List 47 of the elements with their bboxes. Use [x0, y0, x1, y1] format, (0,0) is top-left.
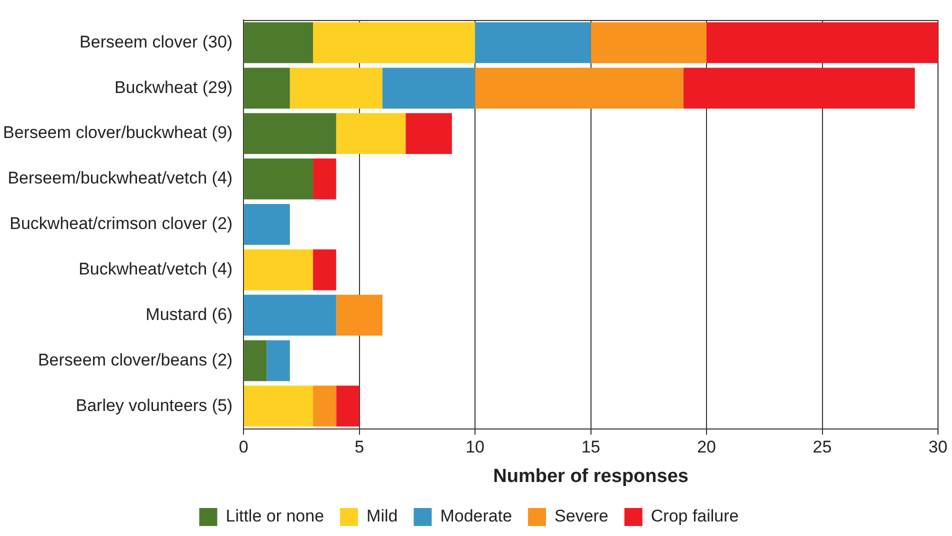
y-tick-label: Berseem clover (30) [80, 32, 233, 52]
legend-label: Mild [366, 506, 398, 526]
bar [290, 68, 382, 109]
bar [244, 294, 336, 336]
bar [382, 68, 476, 109]
y-tick-label: Buckwheat/vetch (4) [78, 260, 233, 279]
bar [244, 158, 314, 200]
bar [313, 249, 336, 290]
legend-label: Little or none [226, 506, 324, 526]
bar [313, 22, 476, 64]
y-tick-label: Berseem clover/beans (2) [38, 350, 233, 370]
bar [244, 68, 290, 109]
y-tick-label: Mustard (6) [146, 304, 233, 324]
bar [313, 158, 336, 200]
bar [475, 68, 684, 109]
legend-label: Severe [554, 506, 608, 526]
x-tick-label: 20 [697, 438, 716, 457]
bar [244, 22, 314, 64]
bar [244, 204, 290, 245]
bar [406, 113, 452, 154]
bar [475, 22, 591, 64]
x-tick-label: 30 [928, 438, 948, 457]
bar [683, 68, 915, 109]
bar [336, 113, 406, 154]
bar [244, 340, 267, 382]
y-tick-label: Berseem/buckwheat/vetch (4) [8, 168, 233, 188]
x-tick-label: 0 [238, 438, 248, 457]
bar [336, 386, 360, 427]
bar [244, 386, 314, 427]
bar [590, 22, 707, 64]
x-tick-label: 25 [812, 438, 832, 457]
x-tick-label: 15 [581, 438, 600, 457]
bar [706, 22, 938, 64]
legend-label: Crop failure [650, 506, 739, 526]
y-tick-label: Buckwheat (29) [114, 78, 233, 97]
x-tick-label: 10 [466, 438, 485, 457]
y-tick-label: Barley volunteers (5) [76, 396, 233, 415]
legend-label: Moderate [440, 506, 512, 526]
y-tick-label: Berseem clover/buckwheat (9) [3, 123, 233, 142]
x-tick-label: 5 [354, 438, 364, 457]
bar [244, 113, 336, 154]
y-tick-label: Buckwheat/crimson clover (2) [10, 214, 233, 234]
bar [313, 386, 336, 427]
x-axis-title: Number of responses [493, 466, 688, 487]
bar [244, 249, 314, 290]
bar [266, 340, 290, 382]
bar [336, 294, 382, 336]
